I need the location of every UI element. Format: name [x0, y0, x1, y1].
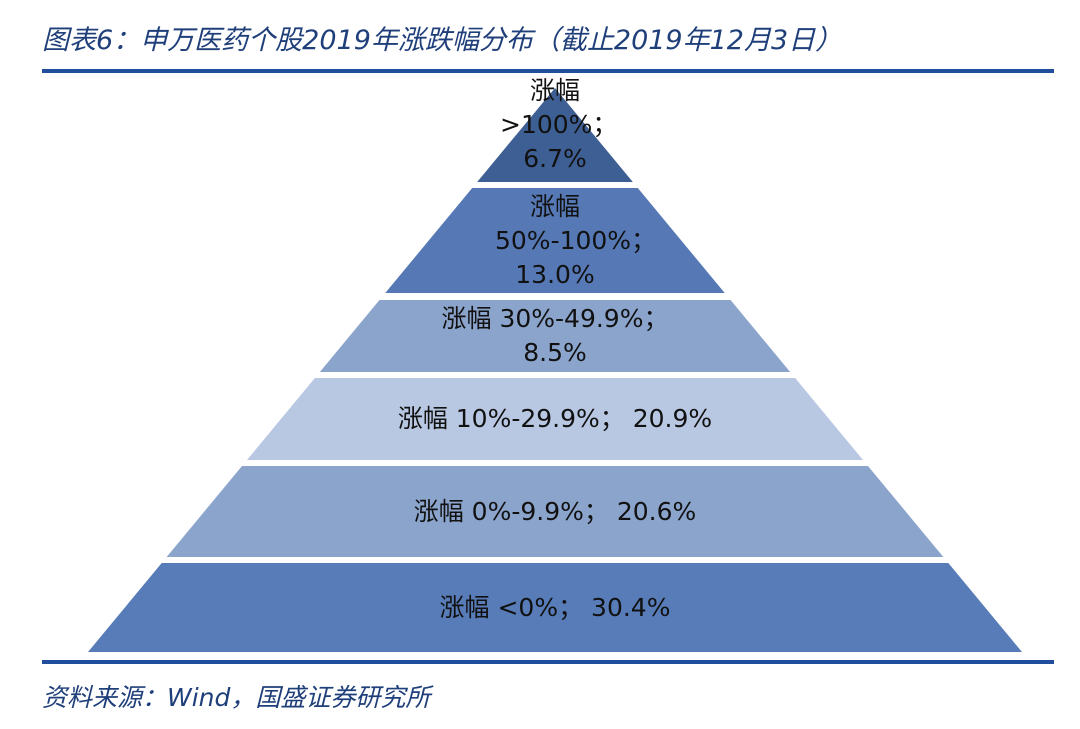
category-label: 涨幅 50%-100%； — [495, 191, 657, 255]
layer-label: 涨幅 >100%； 6.7% — [500, 74, 617, 176]
layer-label: 涨幅 10%-29.9%； 20.9% — [255, 402, 855, 436]
layer-label: 涨幅 30%-49.9%； 8.5% — [430, 302, 681, 370]
value-label: 30.4% — [591, 592, 671, 622]
category-label: 涨幅 10%-29.9%； — [397, 404, 625, 433]
category-label: 涨幅 >100%； — [500, 76, 618, 139]
pyramid-layer — [477, 88, 633, 182]
category-label: 涨幅 0%-9.9%； — [413, 496, 609, 526]
pyramid-layer — [246, 378, 864, 460]
value-label: 20.9% — [632, 404, 713, 433]
pyramid-layer — [385, 188, 725, 293]
value-label: 20.6% — [616, 496, 697, 526]
source-note: 资料来源：Wind，国盛证券研究所 — [42, 683, 431, 712]
title-rule — [42, 69, 1054, 73]
pyramid-layer — [166, 466, 944, 557]
chart-title: 图表6：申万医药个股2019年涨跌幅分布（截止2019年12月3日） — [42, 25, 843, 56]
value-label: 13.0% — [515, 259, 595, 289]
layer-label: 涨幅 50%-100%； 13.0% — [495, 190, 656, 292]
pyramid-layer — [319, 300, 791, 372]
layer-label: 涨幅 <0%； 30.4% — [255, 591, 855, 625]
layer-label: 涨幅 0%-9.9%； 20.6% — [255, 495, 855, 529]
footer-rule — [42, 660, 1054, 664]
category-label: 涨幅 <0%； — [439, 592, 584, 622]
category-label: 涨幅 30%-49.9%； — [441, 304, 669, 333]
value-label: 6.7% — [523, 144, 587, 173]
pyramid-layer — [88, 563, 1022, 652]
value-label: 8.5% — [523, 338, 587, 367]
